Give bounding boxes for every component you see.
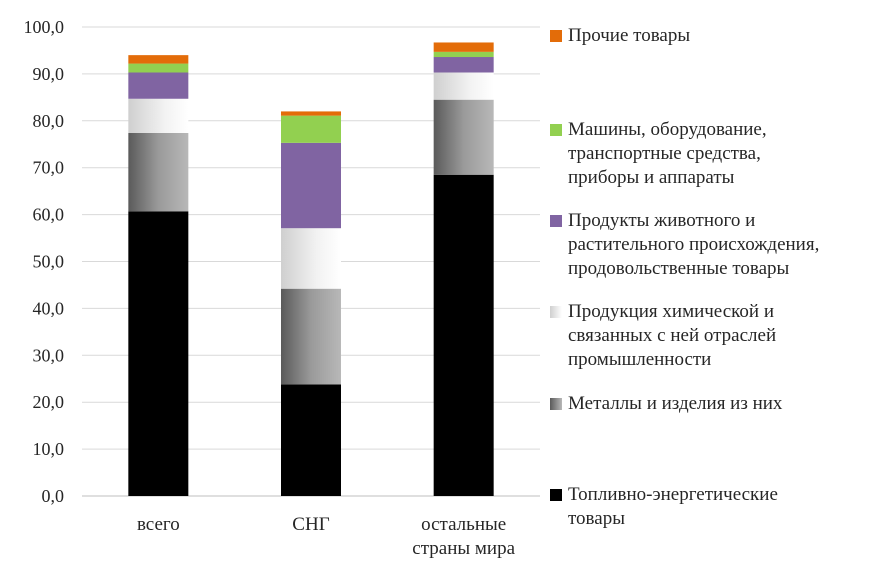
bar-segment xyxy=(128,132,189,212)
legend-item: Машины, оборудование, транспортные средс… xyxy=(550,118,767,190)
bar-segment xyxy=(281,142,341,229)
legend-label: Продукты животного и растительного проис… xyxy=(568,210,820,279)
y-tick-label: 90,0 xyxy=(33,64,65,84)
bar-segment xyxy=(281,228,341,289)
bar-segment xyxy=(128,72,189,99)
x-category-label: остальные xyxy=(421,514,506,535)
bar-segment xyxy=(128,63,189,73)
stacked-bar-chart: 0,0 10,0 20,0 30,0 40,0 50,0 60,0 70,0 80,0 90,0 1… xyxy=(24,17,540,559)
legend-label: Металлы и изделия из них xyxy=(568,393,783,414)
bar-segment xyxy=(433,51,494,58)
y-tick-label: 20,0 xyxy=(33,392,65,412)
bar-segment xyxy=(433,99,494,175)
y-tick-label: 80,0 xyxy=(33,111,65,131)
y-tick-label: 10,0 xyxy=(33,439,65,459)
legend-swatch xyxy=(550,489,562,501)
bar-segment xyxy=(281,115,341,143)
y-axis-ticks: 0,0 10,0 20,0 30,0 40,0 50,0 60,0 70,0 80,0 90,0 1… xyxy=(24,17,65,506)
bar-segment xyxy=(281,111,341,116)
y-tick-label: 40,0 xyxy=(33,298,65,318)
legend-item: Продукция химической и связанных с ней о… xyxy=(550,300,776,372)
legend-swatch xyxy=(550,306,562,318)
bar-segment xyxy=(281,288,341,385)
legend-label: Продукция химической и связанных с ней о… xyxy=(568,301,777,370)
bar-segment xyxy=(128,98,189,133)
bar-segment xyxy=(433,174,494,497)
legend-swatch xyxy=(550,30,562,42)
bar-segment xyxy=(433,42,494,52)
legend-item: Продукты животного и растительного проис… xyxy=(550,209,819,281)
y-tick-label: 100,0 xyxy=(24,17,65,37)
bar-segment xyxy=(281,384,341,496)
y-tick-label: 30,0 xyxy=(33,345,65,365)
legend-label: Прочие товары xyxy=(568,25,691,46)
bar-segment xyxy=(128,55,189,64)
y-tick-label: 60,0 xyxy=(33,205,65,225)
y-tick-label: 50,0 xyxy=(33,252,65,272)
legend-swatch xyxy=(550,215,562,227)
legend-item: Топливно-энергетические товары xyxy=(550,483,778,531)
legend-item: Прочие товары xyxy=(550,24,690,48)
bars xyxy=(128,42,494,497)
x-category-label: СНГ xyxy=(292,514,329,535)
y-tick-label: 70,0 xyxy=(33,158,65,178)
x-axis-categories: всего СНГ остальные страны мира xyxy=(137,514,516,559)
legend-label: Топливно-энергетические товары xyxy=(568,484,778,529)
bar-segment xyxy=(433,57,494,73)
legend-swatch xyxy=(550,398,562,410)
legend: Прочие товары Машины, оборудование, транс… xyxy=(550,0,870,583)
legend-swatch xyxy=(550,124,562,136)
bar-segment xyxy=(433,72,494,100)
legend-item: Металлы и изделия из них xyxy=(550,392,782,416)
x-category-label: страны мира xyxy=(412,538,515,559)
x-category-label: всего xyxy=(137,514,180,535)
bar-segment xyxy=(128,211,189,496)
y-tick-label: 0,0 xyxy=(42,486,65,506)
legend-label: Машины, оборудование, транспортные средс… xyxy=(568,119,767,188)
